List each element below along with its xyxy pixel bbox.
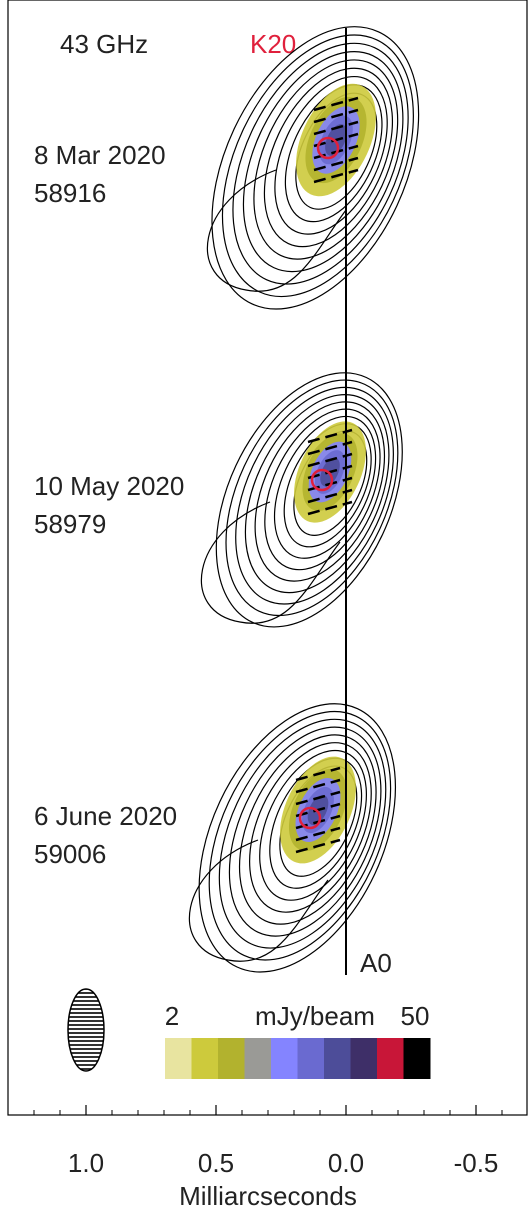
evpa: [295, 826, 341, 842]
epoch-mjd: 58916: [34, 178, 106, 208]
colorbar-cell: [377, 1038, 404, 1079]
epoch-mjd: 58979: [34, 509, 106, 539]
evpa: [307, 464, 353, 480]
contour: [273, 415, 377, 559]
x-tick-label: -0.5: [454, 1148, 499, 1178]
component-label: K20: [250, 29, 296, 59]
frequency-label: 43 GHz: [60, 29, 148, 59]
evpa: [313, 156, 359, 172]
colorbar-cell: [403, 1038, 431, 1079]
evpa: [307, 452, 353, 468]
contour: [249, 742, 372, 913]
epoch-date: 6 June 2020: [34, 801, 177, 831]
evpa: [307, 440, 353, 456]
contour: [208, 710, 392, 961]
contour: [253, 59, 399, 260]
evpa: [313, 120, 359, 136]
contour: [242, 51, 404, 273]
epoch-date: 10 May 2020: [34, 471, 184, 501]
evpa: [313, 96, 359, 112]
contour: [225, 379, 399, 617]
component-marker: [310, 468, 334, 492]
contour: [206, 169, 347, 292]
x-axis-label: Milliarcseconds: [179, 1181, 357, 1211]
core-label: A0: [360, 948, 392, 978]
contour: [274, 75, 388, 235]
contour: [188, 839, 329, 962]
evpa: [295, 790, 341, 806]
contour: [200, 501, 341, 624]
images: [188, 26, 420, 973]
contour: [232, 42, 409, 285]
component-marker: [316, 136, 340, 160]
colorbar-label: mJy/beam: [255, 1001, 375, 1031]
colorbar-cell: [271, 1038, 298, 1079]
colorbar-cell: [218, 1038, 245, 1079]
contour: [218, 718, 387, 949]
contour: [198, 703, 397, 973]
contour: [238, 734, 377, 925]
evpa: [295, 766, 341, 782]
evpa: [313, 108, 359, 124]
colorbar-cell: [350, 1038, 378, 1079]
x-tick-label: 0.5: [198, 1148, 234, 1178]
evpa: [307, 500, 353, 516]
evpa: [295, 838, 341, 854]
contour: [228, 726, 382, 937]
colorbar-max: 50: [401, 1001, 430, 1031]
contour: [254, 401, 386, 582]
contour: [215, 372, 403, 628]
colorbar-cell: [324, 1038, 351, 1079]
evpa: [295, 802, 341, 818]
colorbar-min: 2: [165, 1001, 179, 1031]
x-tick-label: 1.0: [68, 1148, 104, 1178]
beam: [67, 988, 105, 1072]
evpa: [307, 488, 353, 504]
contour: [284, 84, 383, 223]
evpa: [307, 428, 353, 444]
x-tick-label: 0.0: [328, 1148, 364, 1178]
contour: [244, 394, 390, 594]
colorbar-cell: [244, 1038, 272, 1079]
evpa: [295, 778, 341, 794]
contour: [211, 26, 420, 310]
evpa: [313, 132, 359, 148]
evpa: [313, 168, 359, 184]
epoch-date: 8 Mar 2020: [34, 140, 166, 170]
colorbar-cell: [165, 1038, 192, 1079]
contour: [264, 408, 381, 571]
component-marker: [298, 806, 322, 830]
contour: [263, 67, 394, 248]
colorbar-cell: [297, 1038, 325, 1079]
colorbar-cell: [191, 1038, 219, 1079]
epoch-mjd: 59006: [34, 839, 106, 869]
contour: [235, 386, 394, 605]
